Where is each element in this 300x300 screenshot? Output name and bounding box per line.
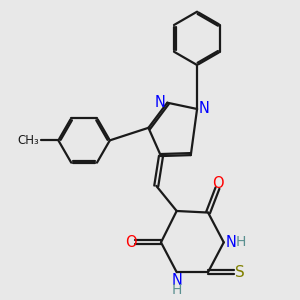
- Text: H: H: [172, 284, 182, 297]
- Text: H: H: [236, 236, 246, 249]
- Text: O: O: [212, 176, 224, 191]
- Text: N: N: [171, 272, 182, 287]
- Text: N: N: [199, 101, 209, 116]
- Text: CH₃: CH₃: [18, 134, 40, 147]
- Text: N: N: [155, 95, 166, 110]
- Text: S: S: [235, 265, 245, 280]
- Text: N: N: [225, 235, 236, 250]
- Text: O: O: [125, 235, 136, 250]
